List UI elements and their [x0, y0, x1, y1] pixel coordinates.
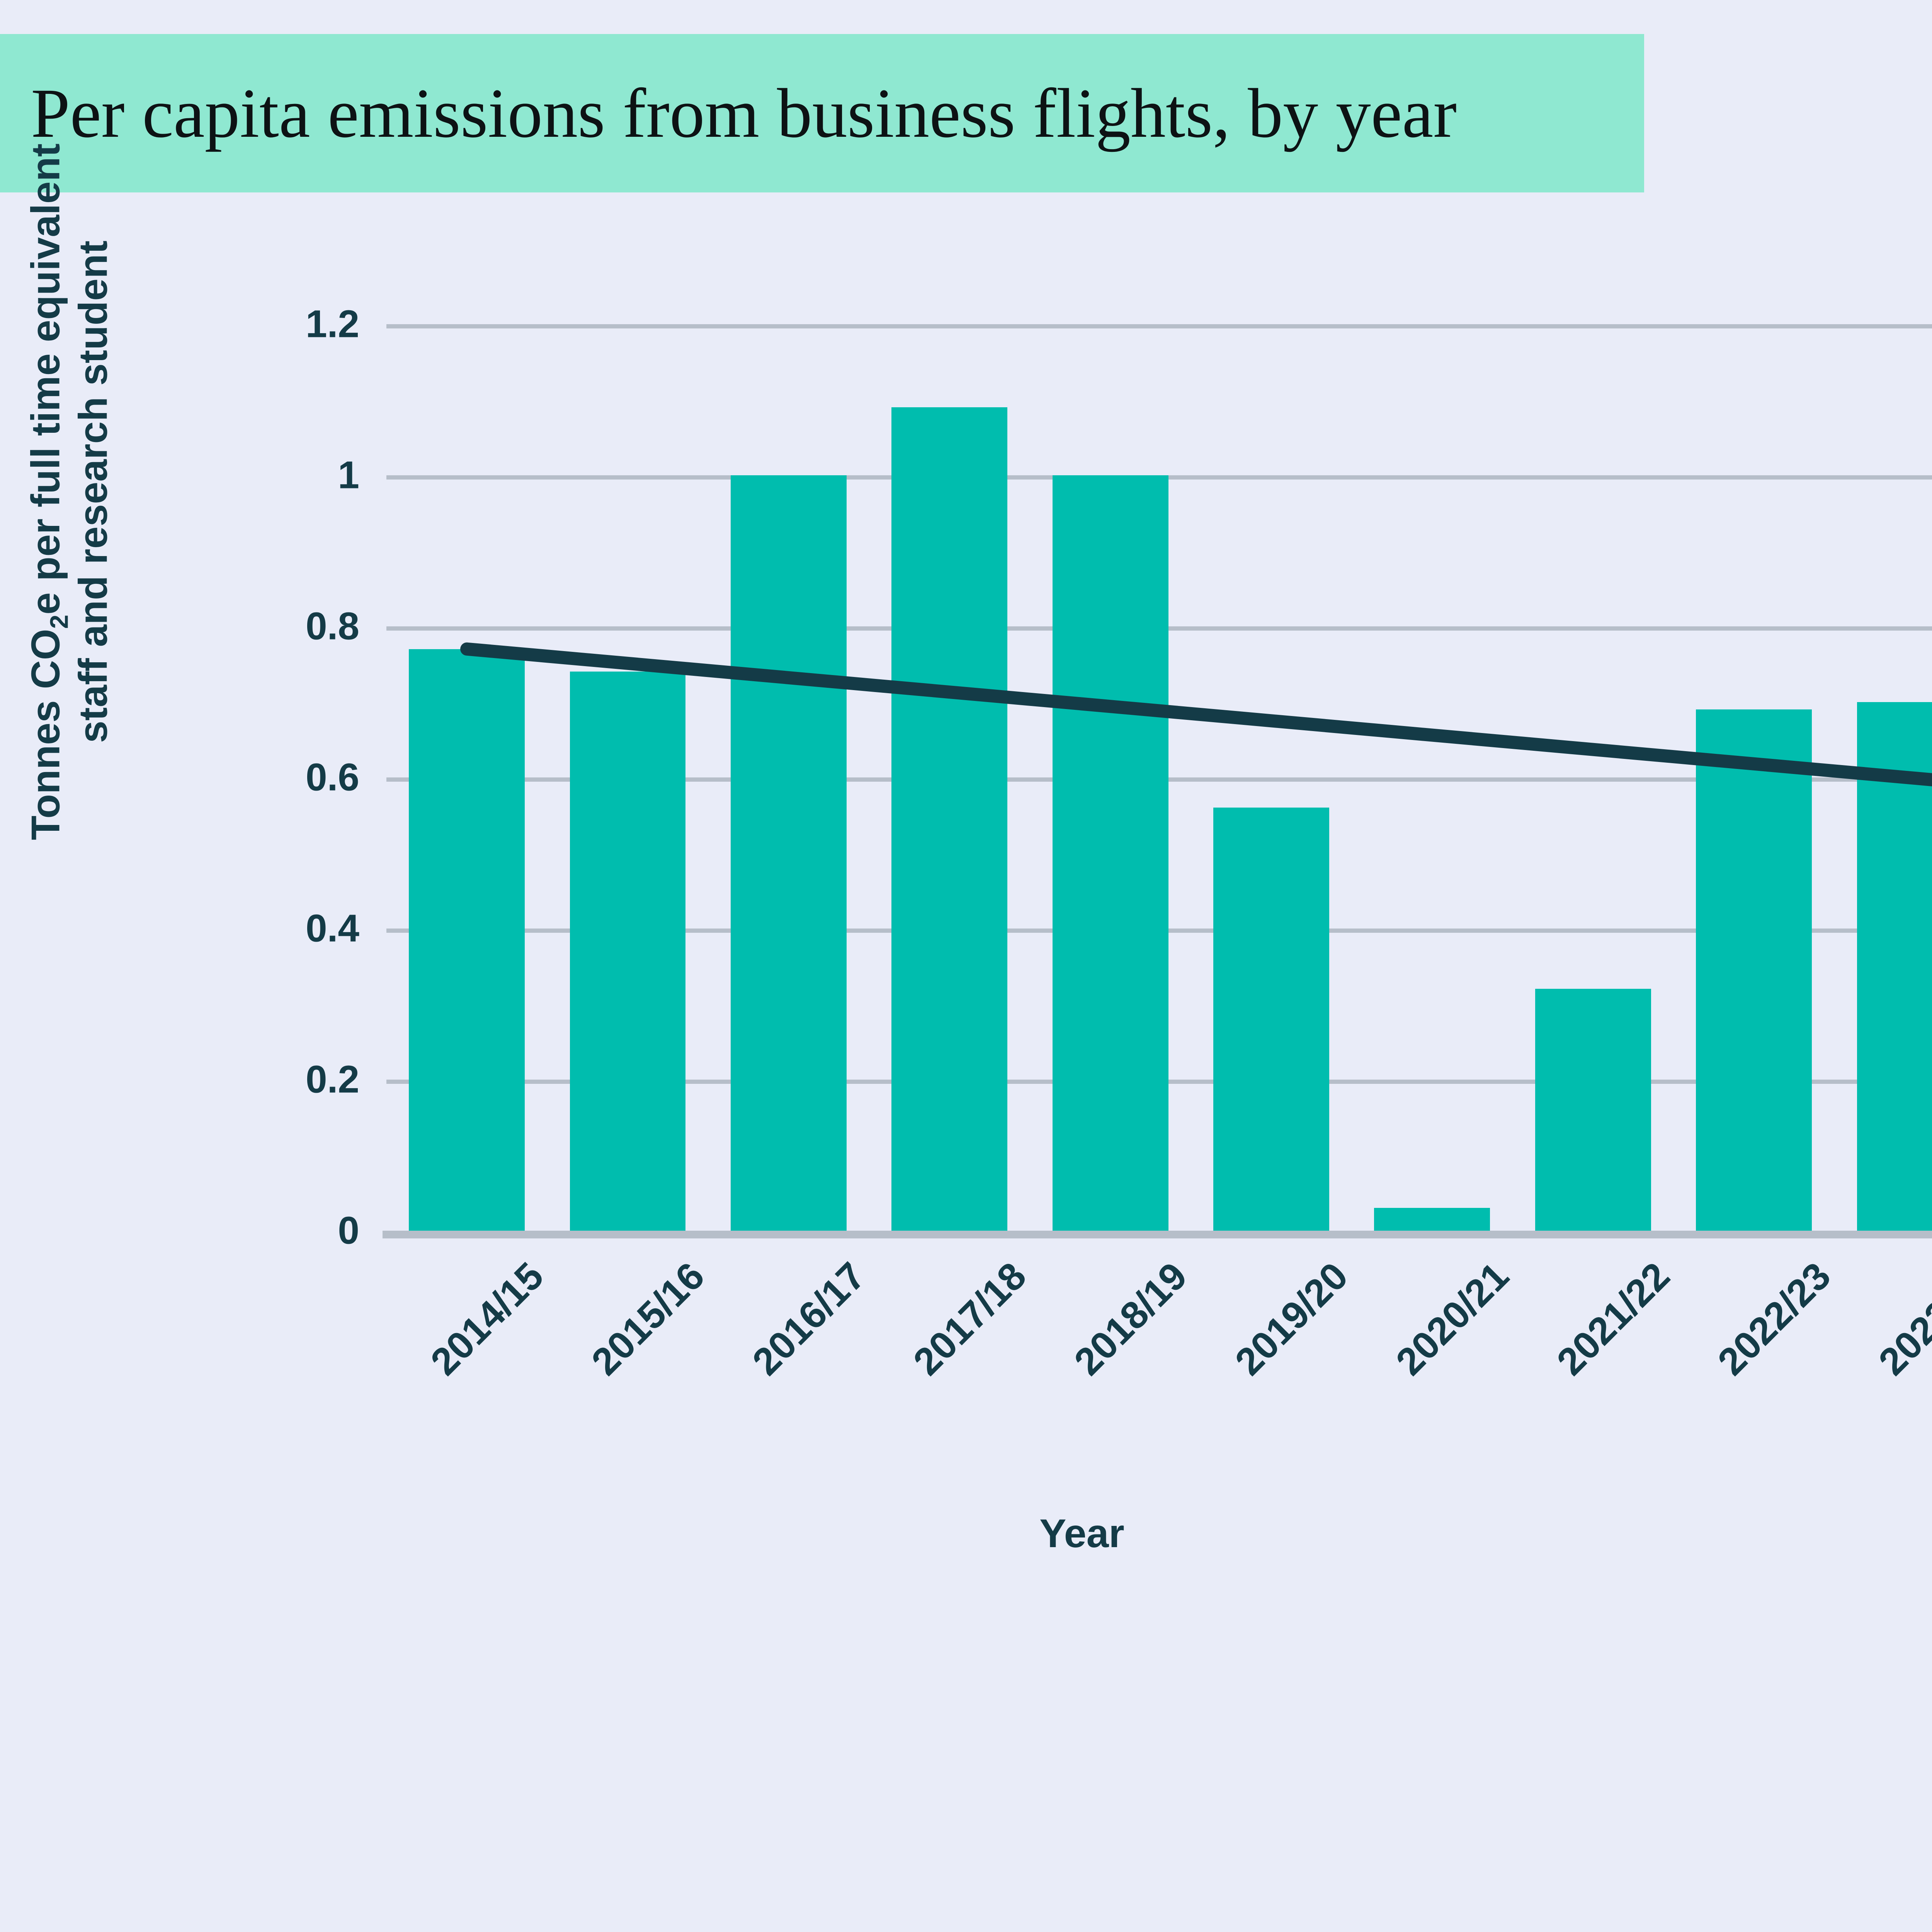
bar-2016-17[interactable]: [731, 475, 847, 1231]
bar-2018-19[interactable]: [1052, 475, 1168, 1231]
y-axis-ticks: 1.2 1 0.8 0.6 0.4 0.2 0: [240, 0, 359, 1610]
bar-2020-21[interactable]: [1374, 1208, 1490, 1231]
bar-2014-15[interactable]: [409, 649, 525, 1231]
y-tick-label: 0.6: [305, 755, 359, 799]
y-tick-label: 0.4: [305, 906, 359, 950]
bar-2015-16[interactable]: [570, 672, 686, 1231]
title-banner: Per capita emissions from business fligh…: [0, 34, 1644, 192]
y-tick-label: 1: [338, 453, 359, 497]
bar-2017-18[interactable]: [891, 407, 1008, 1231]
page-title: Per capita emissions from business fligh…: [31, 74, 1457, 152]
gridline: [386, 324, 1932, 328]
plot-area: [386, 324, 1932, 1235]
bar-2022-23[interactable]: [1696, 709, 1812, 1231]
y-tick-label: 0.8: [305, 604, 359, 648]
x-axis-title: Year: [1039, 1511, 1124, 1556]
y-axis-title-text: Tonnes CO2e per full time equivalent sta…: [23, 143, 116, 840]
bar-2021-22[interactable]: [1535, 989, 1651, 1231]
target-line: [460, 642, 1932, 786]
y-tick-label: 0.2: [305, 1058, 359, 1101]
bar-2019-20[interactable]: [1213, 808, 1329, 1231]
y-tick-label: 1.2: [305, 302, 359, 346]
x-axis-line: [383, 1231, 1932, 1238]
target-line-segment: [460, 642, 1932, 786]
y-tick-label: 0: [338, 1209, 359, 1252]
y-axis-title: Tonnes CO2e per full time equivalent sta…: [22, 28, 117, 956]
bar-2023-24[interactable]: [1857, 702, 1932, 1231]
